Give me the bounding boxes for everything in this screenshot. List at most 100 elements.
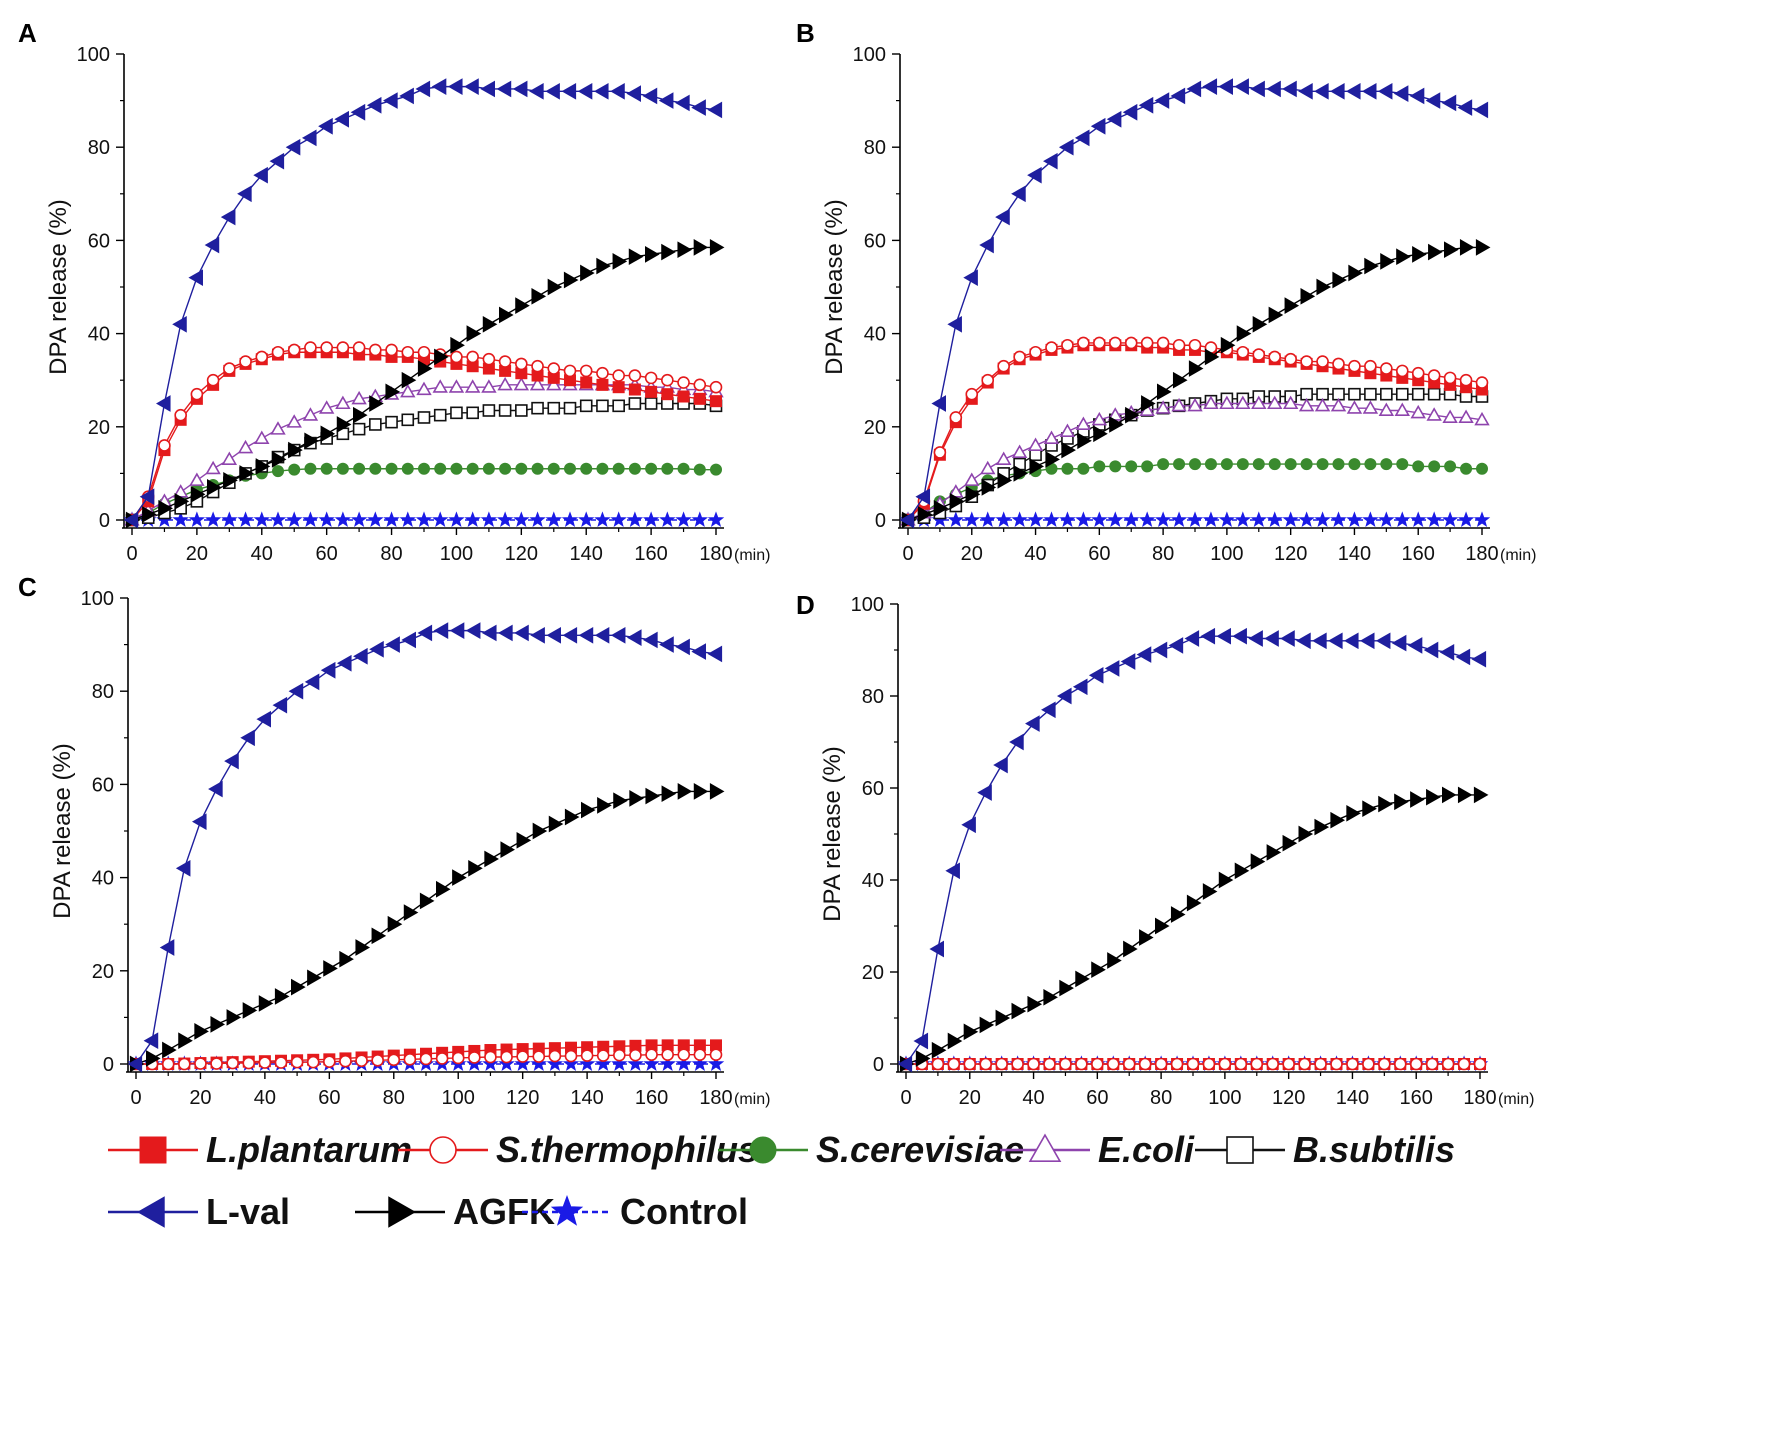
data-point-ec	[286, 414, 302, 428]
data-point-st	[451, 1051, 465, 1065]
data-point-lval	[369, 640, 384, 658]
data-point-agfk	[1123, 940, 1138, 958]
data-point-agfk	[1362, 800, 1377, 818]
series-line-lval	[135, 629, 717, 1065]
data-point-ctrl	[562, 1055, 580, 1071]
data-point-bs	[1380, 387, 1393, 401]
data-point-ec	[432, 379, 448, 393]
data-point-agfk	[1218, 871, 1234, 889]
data-point-ec	[1410, 404, 1426, 419]
data-point-lval	[512, 80, 528, 98]
data-point-lval	[691, 99, 706, 116]
y-tick-label: 60	[88, 230, 110, 252]
data-point-ctrl	[1441, 511, 1459, 527]
data-point-agfk	[1125, 406, 1140, 424]
data-point-st	[1202, 1057, 1216, 1071]
data-point-lval	[498, 624, 513, 642]
data-point-lval	[1330, 82, 1345, 100]
data-point-ec	[254, 430, 270, 444]
data-point-ctrl	[691, 1055, 709, 1071]
data-point-sc	[1316, 458, 1329, 471]
data-point-lval	[272, 696, 288, 714]
data-point-agfk	[1172, 371, 1188, 389]
data-point-sc	[1093, 460, 1106, 473]
data-point-ctrl	[334, 511, 352, 527]
data-point-ctrl	[204, 511, 222, 527]
data-point-agfk	[1314, 818, 1330, 836]
data-point-st	[1314, 1057, 1327, 1071]
data-point-agfk	[1059, 979, 1074, 997]
legend-label-lp: L.plantarum	[206, 1129, 412, 1170]
y-tick-label: 100	[853, 44, 886, 66]
data-point-lval	[993, 756, 1008, 774]
data-point-lval	[658, 92, 674, 109]
data-point-agfk	[142, 506, 157, 523]
data-point-agfk	[516, 831, 532, 849]
data-point-st	[1332, 357, 1345, 371]
data-point-st	[1250, 1057, 1264, 1071]
data-point-st	[1186, 1057, 1200, 1071]
data-point-lval	[1312, 632, 1327, 650]
data-point-lval	[399, 87, 414, 105]
data-point-sc	[1173, 458, 1186, 471]
x-axis-label: (min)	[734, 1091, 770, 1108]
x-tick-label: 40	[1022, 1087, 1044, 1109]
data-point-st	[355, 1054, 368, 1068]
data-point-bs	[352, 422, 366, 436]
data-point-st	[1138, 1057, 1152, 1071]
data-point-st	[1316, 355, 1329, 368]
data-point-st	[1457, 1057, 1471, 1071]
data-point-ctrl	[1314, 511, 1331, 527]
data-point-agfk	[210, 1016, 226, 1033]
data-point-ec	[1426, 407, 1442, 421]
data-point-lp	[628, 383, 641, 396]
data-point-agfk	[466, 325, 482, 342]
data-point-st	[1106, 1057, 1120, 1071]
data-point-sc	[628, 462, 641, 475]
data-point-sc	[1220, 458, 1233, 471]
data-point-ctrl	[1362, 511, 1379, 527]
data-point-st	[1029, 345, 1042, 359]
data-point-st	[1475, 376, 1489, 389]
data-point-agfk	[949, 493, 965, 510]
x-tick-label: 140	[1338, 543, 1371, 565]
data-point-ctrl	[1457, 511, 1475, 527]
data-point-lp	[693, 392, 706, 405]
data-point-agfk	[613, 792, 628, 810]
data-point-agfk	[450, 336, 465, 354]
data-point-st	[498, 355, 512, 368]
data-point-ec	[318, 400, 335, 414]
y-tick-label: 40	[864, 324, 886, 346]
data-point-lval	[1423, 641, 1439, 659]
data-point-ec	[513, 376, 530, 391]
data-point-lval	[1393, 85, 1409, 102]
series-bs	[125, 397, 723, 527]
data-point-lval	[546, 626, 561, 644]
data-point-lval	[253, 166, 268, 184]
data-point-ctrl	[480, 511, 498, 527]
data-point-st	[997, 359, 1010, 373]
data-point-lval	[1377, 82, 1393, 100]
data-point-sc	[304, 462, 317, 475]
data-point-st	[661, 1048, 674, 1061]
legend-label-lval: L-val	[206, 1191, 290, 1232]
x-tick-label: 40	[1024, 543, 1046, 565]
data-point-sc	[1236, 458, 1249, 471]
y-tick-label: 40	[88, 324, 110, 346]
data-point-lval	[1471, 650, 1487, 668]
data-point-lval	[1027, 166, 1042, 184]
y-axis-label: DPA release (%)	[821, 199, 848, 375]
data-point-ctrl	[659, 511, 676, 527]
y-tick-label: 60	[862, 778, 884, 800]
data-point-agfk	[693, 783, 709, 800]
data-point-ec	[529, 376, 546, 391]
data-point-sc	[1428, 460, 1441, 473]
legend-label-ctrl: Control	[620, 1191, 748, 1232]
data-point-agfk	[547, 278, 563, 296]
data-point-ec	[1251, 395, 1267, 410]
x-tick-label: 100	[442, 1087, 475, 1109]
data-point-lval	[155, 395, 171, 412]
data-point-bs	[466, 406, 479, 420]
data-point-bs	[482, 404, 496, 417]
y-tick-label: 100	[81, 588, 114, 610]
